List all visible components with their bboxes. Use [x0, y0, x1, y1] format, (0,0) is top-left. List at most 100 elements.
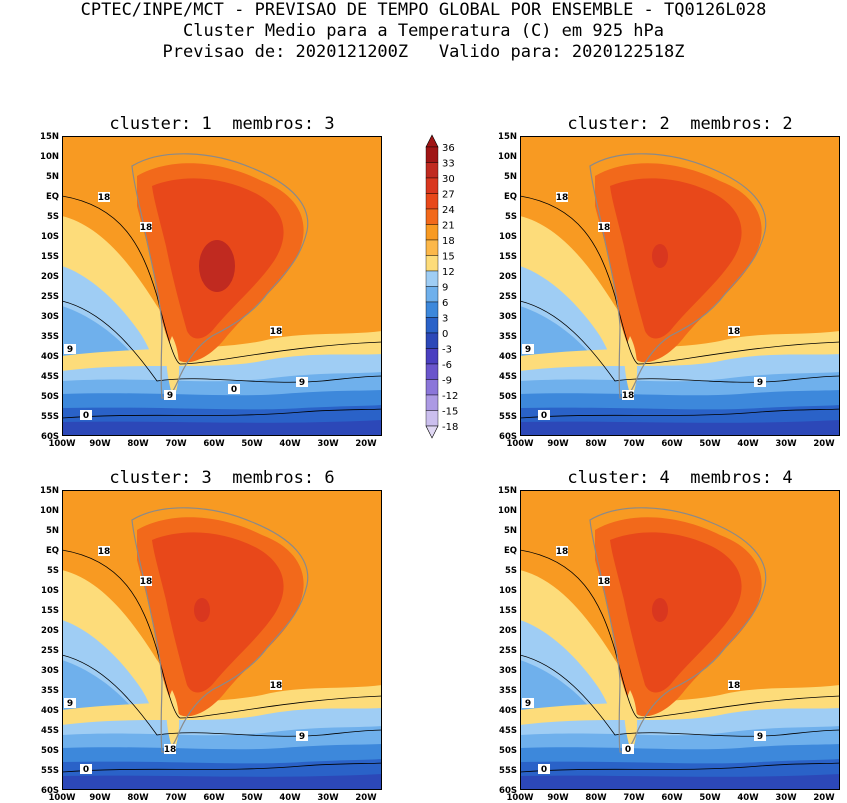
lat-tick-label: 15N	[498, 486, 517, 496]
colorbar-segment	[425, 255, 439, 272]
contour-label-bg	[270, 326, 282, 336]
contour-label-bg	[64, 344, 76, 354]
title-line-2: Cluster Medio para a Temperatura (C) em …	[182, 21, 665, 41]
contour-label-bg	[598, 222, 610, 232]
field-patagonia	[624, 690, 638, 752]
lat-tick-label: 15S	[41, 252, 59, 262]
lat-tick-label: 35S	[41, 686, 59, 696]
contour-9	[62, 654, 382, 737]
lon-tick-label: 60W	[661, 793, 683, 803]
lat-tick-label: 60S	[499, 786, 517, 796]
contour-label-bg	[754, 731, 766, 741]
colorbar-label: 9	[442, 283, 448, 294]
colorbar-label: 3	[442, 314, 448, 325]
lat-tick-label: EQ	[504, 546, 517, 556]
lat-tick-label: 35S	[499, 686, 517, 696]
colorbar-segment	[425, 224, 439, 241]
lat-tick-label: 55S	[41, 412, 59, 422]
lon-tick-label: 70W	[623, 439, 645, 449]
lat-tick-label: 5S	[47, 566, 59, 576]
lat-tick-label: 10S	[499, 586, 517, 596]
lat-tick-label: 35S	[499, 332, 517, 342]
contour-18	[520, 195, 840, 365]
contour-label-bg	[80, 764, 92, 774]
colorbar-label: -12	[442, 391, 458, 402]
panel-title: cluster: 3 membros: 6	[109, 468, 335, 488]
field-patagonia	[166, 336, 180, 398]
colorbar-segment	[425, 239, 439, 256]
contour-0	[62, 762, 382, 773]
lon-tick-label: 60W	[203, 793, 225, 803]
lat-tick-label: 30S	[499, 666, 517, 676]
lat-tick-label: 5N	[46, 172, 59, 182]
contour-label: 18	[140, 223, 153, 233]
contour-label: 0	[541, 765, 547, 775]
lat-tick-label: 15N	[40, 132, 59, 142]
lat-tick-label: 40S	[499, 706, 517, 716]
lat-tick-label: EQ	[46, 546, 59, 556]
title-line-1: CPTEC/INPE/MCT - PREVISAO DE TEMPO GLOBA…	[80, 0, 767, 20]
contour-label: 18	[140, 577, 153, 587]
lon-tick-label: 90W	[547, 439, 569, 449]
lat-tick-label: 25S	[41, 646, 59, 656]
contour-18	[62, 195, 382, 365]
lat-tick-label: 60S	[499, 432, 517, 442]
contour-label: 18	[728, 681, 741, 691]
field-band-south-0	[62, 774, 382, 790]
lon-tick-label: 100W	[506, 439, 534, 449]
colorbar-label: 0	[442, 329, 448, 340]
contour-label-bg	[164, 390, 176, 400]
lat-tick-label: 20S	[499, 626, 517, 636]
contour-label: 18	[622, 391, 635, 401]
lat-tick-label: 10S	[41, 586, 59, 596]
contour-label-bg	[728, 326, 740, 336]
lon-tick-label: 50W	[699, 439, 721, 449]
colorbar-label: 27	[442, 190, 455, 201]
lat-tick-label: 10S	[499, 232, 517, 242]
contour-label-bg	[622, 390, 634, 400]
lat-tick-label: 55S	[499, 766, 517, 776]
lat-tick-label: 55S	[41, 766, 59, 776]
panel-cluster-4: cluster: 4 membros: 4 18 18 18 9 9 0 0	[520, 468, 840, 790]
lon-tick-label: 100W	[48, 439, 76, 449]
map-cluster-3: 18 18 18 9 9 18 0	[62, 490, 382, 790]
colorbar-label: 33	[442, 159, 455, 170]
contour-18	[520, 549, 840, 719]
colorbar-segment	[425, 146, 439, 163]
contour-label-bg	[522, 698, 534, 708]
lat-tick-label: EQ	[46, 192, 59, 202]
colorbar-label: -18	[442, 422, 458, 433]
lat-tick-label: 60S	[41, 786, 59, 796]
lat-tick-label: 15N	[40, 486, 59, 496]
contour-label-bg	[556, 192, 568, 202]
coastline	[131, 153, 309, 399]
contour-label-bg	[140, 222, 152, 232]
colorbar: 36 33 30 27 24 21 18 15 12 9 6 3 0 -3 -6 -9 -12 -15 -18	[424, 133, 474, 443]
contour-label: 18	[270, 327, 283, 337]
colorbar-segment	[425, 394, 439, 411]
lon-tick-label: 80W	[127, 793, 149, 803]
colorbar-arrow-top	[425, 134, 439, 148]
lat-tick-label: 35S	[41, 332, 59, 342]
lon-tick-label: 30W	[317, 793, 339, 803]
lon-tick-label: 20W	[813, 439, 835, 449]
contour-label: 18	[556, 547, 569, 557]
contour-label: 9	[299, 732, 305, 742]
field-band-south-0	[520, 774, 840, 790]
field-band-27	[152, 532, 284, 693]
colorbar-label: -6	[442, 360, 452, 371]
contour-label-bg	[270, 680, 282, 690]
colorbar-label: -9	[442, 376, 452, 387]
lat-tick-label: 55S	[499, 412, 517, 422]
colorbar-label: -15	[442, 407, 458, 418]
colorbar-label: 6	[442, 298, 448, 309]
contour-label-bg	[164, 744, 176, 754]
contour-label: 18	[98, 547, 111, 557]
contour-label: 18	[270, 681, 283, 691]
lon-tick-label: 40W	[279, 793, 301, 803]
contour-label-bg	[80, 410, 92, 420]
lon-tick-label: 90W	[89, 793, 111, 803]
contour-label: 9	[757, 378, 763, 388]
lat-tick-label: 15S	[41, 606, 59, 616]
